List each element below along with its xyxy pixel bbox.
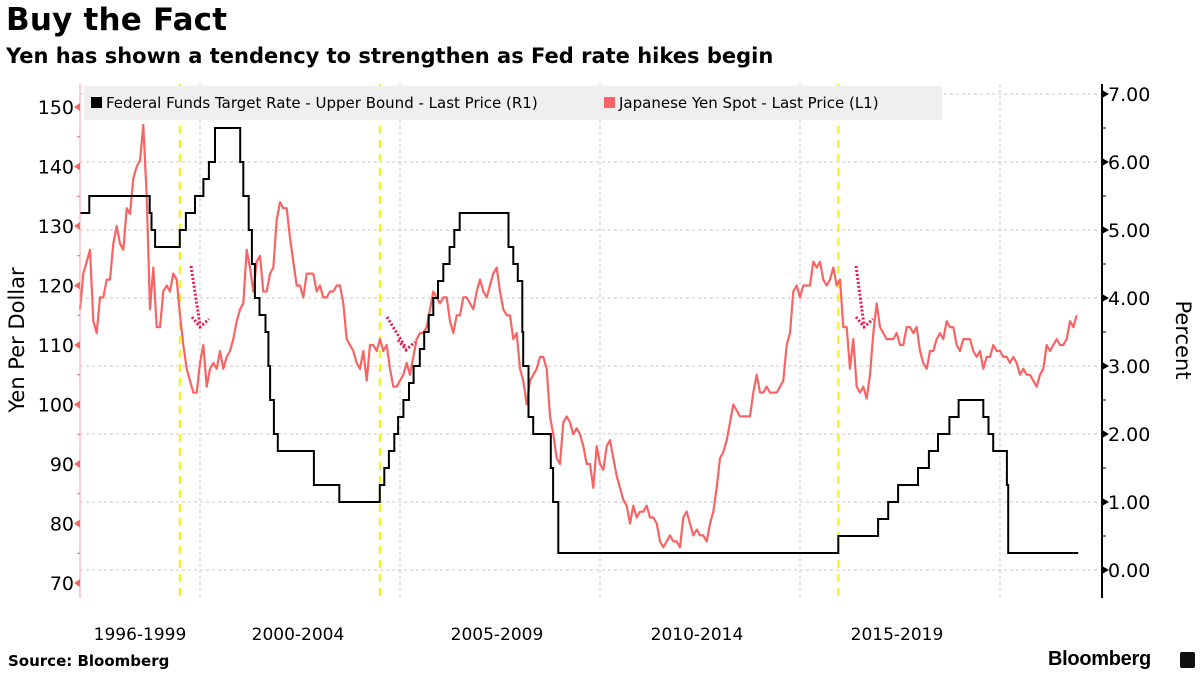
- bloomberg-chart-icon: [1180, 652, 1195, 668]
- right-tick-mark: [1102, 362, 1109, 370]
- left-tick-mark: [74, 460, 80, 468]
- fed-funds-rate-line: [80, 127, 1079, 554]
- left-tick-mark: [74, 222, 80, 230]
- left-tick-mark: [74, 281, 80, 290]
- right-tick-label: 6.00: [1108, 152, 1150, 174]
- arrowhead-icon: [396, 339, 416, 353]
- x-tick-label: 2005-2009: [451, 625, 544, 645]
- right-tick-label: 0.00: [1108, 560, 1150, 582]
- annotation-arrows: [189, 265, 874, 353]
- left-tick-label: 110: [38, 335, 74, 357]
- legend-label-yen: Japanese Yen Spot - Last Price (L1): [618, 94, 879, 112]
- legend-label-fed: Federal Funds Target Rate - Upper Bound …: [106, 94, 538, 112]
- right-tick-mark: [1102, 294, 1109, 302]
- legend-box: [84, 86, 942, 120]
- right-tick-label: 7.00: [1108, 84, 1150, 106]
- left-tick-label: 100: [38, 395, 74, 417]
- right-tick-mark: [1102, 566, 1109, 574]
- right-tick-mark: [1102, 430, 1109, 438]
- x-tick-label: 2015-2019: [851, 625, 944, 645]
- legend-swatch-fed: [91, 97, 102, 108]
- source-note: Source: Bloomberg: [8, 652, 170, 670]
- chart-title: Buy the Fact: [6, 2, 228, 38]
- hike-lines: [178, 84, 840, 598]
- down-arrow-icon: [189, 265, 202, 326]
- x-tick-label: 2000-2004: [252, 625, 345, 645]
- series-layer: [78, 123, 1079, 554]
- left-tick-label: 120: [38, 276, 74, 298]
- down-arrow-icon: [854, 265, 866, 326]
- right-axis-label: Percent: [1171, 300, 1195, 379]
- right-tick-label: 2.00: [1108, 424, 1150, 446]
- arrowhead-icon: [190, 316, 210, 330]
- left-tick-mark: [74, 341, 80, 349]
- x-tick-label: 2010-2014: [651, 625, 744, 645]
- arrowhead-icon: [854, 316, 874, 330]
- right-tick-label: 4.00: [1108, 288, 1150, 310]
- left-tick-mark: [74, 519, 80, 528]
- right-tick-mark: [1102, 158, 1109, 166]
- right-tick-mark: [1102, 90, 1109, 98]
- left-axis-label: Yen Per Dollar: [5, 267, 29, 414]
- left-tick-label: 150: [38, 97, 74, 119]
- left-tick-label: 140: [38, 157, 74, 179]
- left-tick-mark: [74, 103, 80, 111]
- left-tick-mark: [74, 579, 80, 587]
- left-tick-label: 130: [38, 216, 74, 238]
- right-tick-mark: [1102, 226, 1109, 234]
- legend-swatch-yen: [604, 97, 615, 108]
- bloomberg-logo: Bloomberg: [1048, 648, 1151, 670]
- right-tick-mark: [1102, 498, 1109, 506]
- left-tick-label: 70: [50, 573, 74, 595]
- left-tick-mark: [74, 400, 80, 409]
- x-tick-label: 1996-1999: [94, 625, 187, 645]
- left-tick-label: 90: [50, 454, 74, 476]
- yen-spot-line: [78, 123, 1078, 549]
- chart-subtitle: Yen has shown a tendency to strengthen a…: [6, 44, 774, 68]
- right-tick-label: 5.00: [1108, 220, 1150, 242]
- right-tick-label: 1.00: [1108, 492, 1150, 514]
- axes: 150 140 130 120 110 100 90 80 70 7.00 6.00 5.00 4.00…: [38, 84, 1150, 645]
- right-tick-label: 3.00: [1108, 356, 1150, 378]
- down-arrow-icon: [385, 316, 408, 349]
- left-tick-label: 80: [50, 514, 74, 536]
- left-tick-mark: [74, 162, 80, 171]
